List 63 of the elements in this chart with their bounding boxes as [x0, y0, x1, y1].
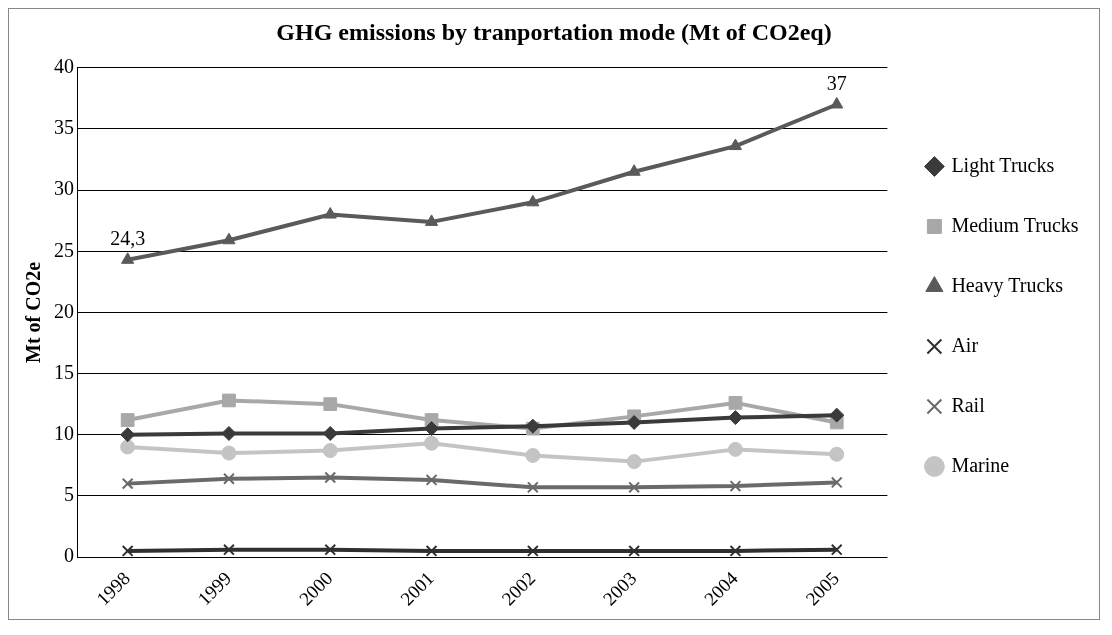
point — [628, 481, 641, 494]
point — [222, 393, 236, 408]
point — [729, 480, 742, 493]
point — [121, 252, 135, 264]
legend-label: Light Trucks — [951, 153, 1055, 177]
point — [626, 414, 642, 430]
point — [628, 544, 641, 557]
point — [728, 138, 743, 151]
point — [830, 543, 843, 556]
legend-label: Marine — [951, 453, 1010, 476]
point — [424, 435, 440, 451]
y-tick-label: 40 — [54, 55, 74, 78]
y-tick-label: 25 — [54, 238, 74, 261]
point — [324, 471, 337, 484]
point — [829, 407, 845, 423]
y-tick-label: 35 — [54, 116, 74, 139]
point — [121, 477, 134, 490]
y-tick-label: 20 — [54, 299, 74, 322]
point — [322, 443, 338, 459]
y-axis-title: Mt of CO2e — [22, 261, 45, 363]
point — [830, 96, 844, 109]
point — [526, 544, 539, 557]
point — [727, 441, 743, 457]
point — [526, 194, 540, 207]
point — [830, 476, 843, 489]
data-label: 24,3 — [110, 227, 146, 250]
legend-label: Air — [951, 333, 979, 356]
y-tick-label: 30 — [54, 177, 74, 200]
point — [727, 410, 743, 426]
legend-label: Rail — [951, 393, 986, 416]
point — [425, 544, 438, 557]
point — [120, 413, 135, 427]
y-tick-label: 5 — [64, 483, 74, 506]
point — [627, 164, 641, 176]
point — [324, 543, 337, 556]
point — [323, 397, 338, 411]
point — [221, 425, 237, 441]
point — [728, 396, 743, 410]
point — [222, 232, 236, 245]
point — [121, 544, 134, 557]
chart-title: GHG emissions by tranportation mode (Mt of CO2eq) — [276, 18, 832, 45]
point — [424, 214, 439, 226]
x-tick-label: 1999 — [193, 567, 236, 610]
y-tick-label: 10 — [54, 421, 74, 444]
point — [424, 421, 440, 437]
point — [221, 445, 237, 461]
point — [729, 544, 742, 557]
data-label: 37 — [826, 71, 847, 94]
point — [526, 481, 539, 494]
point — [120, 439, 136, 455]
point — [223, 472, 235, 485]
point — [120, 427, 136, 443]
point — [626, 454, 642, 470]
legend-label: Medium Trucks — [951, 213, 1079, 236]
point — [525, 448, 541, 463]
point — [322, 425, 338, 441]
y-tick-label: 0 — [64, 544, 74, 567]
point — [323, 207, 337, 219]
legend-label: Heavy Trucks — [951, 273, 1064, 297]
y-tick-label: 15 — [54, 360, 74, 383]
point — [829, 446, 845, 462]
point — [223, 543, 235, 556]
point — [425, 474, 438, 486]
